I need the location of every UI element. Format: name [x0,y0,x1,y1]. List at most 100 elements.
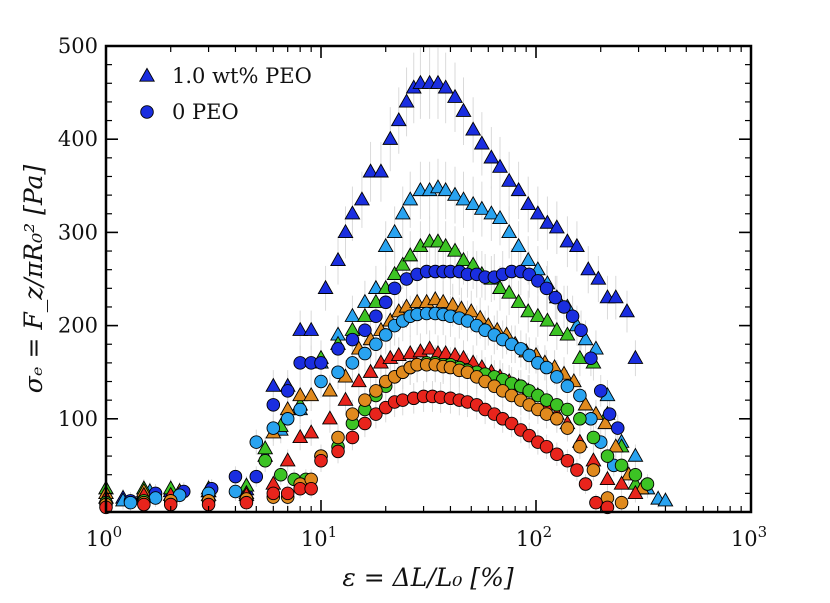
data-point [421,340,438,355]
data-point [303,386,320,402]
data-point [280,412,295,426]
data-point [402,247,419,262]
data-point [137,497,151,512]
data-point [369,384,383,398]
data-point [148,491,163,505]
data-point [369,407,383,421]
data-point [330,251,347,266]
legend: 1.0 wt% PEO 0 PEO [139,64,312,124]
data-point [522,348,536,363]
data-point [491,209,508,225]
data-point [292,321,309,336]
data-point [657,492,674,507]
data-point [560,421,575,435]
data-point [372,163,389,178]
data-point [510,237,527,252]
data-point [573,412,587,426]
data-point [390,112,407,127]
data-point [602,407,617,421]
data-point [331,430,345,445]
data-point [447,88,463,103]
data-point [257,440,274,455]
data-point [600,449,615,463]
data-point [578,477,593,491]
data-point [607,289,624,304]
data-point [331,342,345,356]
data-point [529,205,546,220]
series-circle [99,389,615,515]
data-point [531,274,545,288]
data-point [350,373,367,388]
data-point [548,290,563,305]
data-point [369,309,383,324]
data-point [337,223,354,239]
data-point [390,346,407,362]
data-point [395,393,410,407]
data-point [573,440,587,454]
data-point [447,242,463,257]
data-point [274,467,288,482]
plot-frame [104,44,753,514]
y-tick-label: 300 [58,220,98,244]
data-point [584,351,598,365]
data-point [565,309,580,324]
data-point [394,256,411,271]
data-point [280,384,295,398]
x-tick-label: 101 [301,523,337,551]
data-point [520,251,537,266]
data-point [491,279,508,294]
data-point [627,447,644,462]
data-point [539,440,554,454]
data-point [559,233,576,248]
data-point [599,470,616,485]
data-point [292,428,309,444]
data-point [362,163,379,178]
data-point [266,486,281,501]
data-point [504,416,519,431]
data-point [614,458,629,473]
data-point [614,495,629,510]
data-point [586,430,601,445]
x-tick-labels: 100 101 102 103 [86,523,767,551]
data-point [258,453,272,468]
data-point [429,74,446,89]
data-point [123,495,138,510]
data-point [627,349,644,364]
data-point [387,281,402,296]
data-point [610,421,625,435]
data-point [473,200,490,215]
data-point [568,237,585,252]
data-point [317,279,334,294]
data-point [574,323,588,338]
data-point [520,195,537,211]
x-tick-label: 100 [86,523,122,551]
data-point [369,337,383,351]
data-point [293,402,307,417]
data-point [378,328,393,342]
data-point [465,121,482,136]
data-point [266,398,281,412]
data-point [344,205,361,220]
data-point [510,293,527,308]
data-point [382,130,399,145]
data-point [455,191,472,206]
y-tick-label: 500 [58,34,98,58]
data-point [539,214,556,229]
data-point [550,412,564,426]
x-tick-label: 103 [731,523,767,551]
data-point [557,300,571,314]
data-point [455,251,472,266]
data-point [560,402,575,417]
data-point [619,303,635,318]
legend-triangle-marker [139,67,155,82]
data-point [239,495,254,510]
data-point [386,265,403,280]
data-point [321,382,338,397]
y-tick-label: 400 [58,127,98,151]
data-point [429,233,446,248]
data-point [377,237,394,252]
data-point [435,293,452,308]
data-point [548,321,565,336]
data-point [280,486,295,501]
